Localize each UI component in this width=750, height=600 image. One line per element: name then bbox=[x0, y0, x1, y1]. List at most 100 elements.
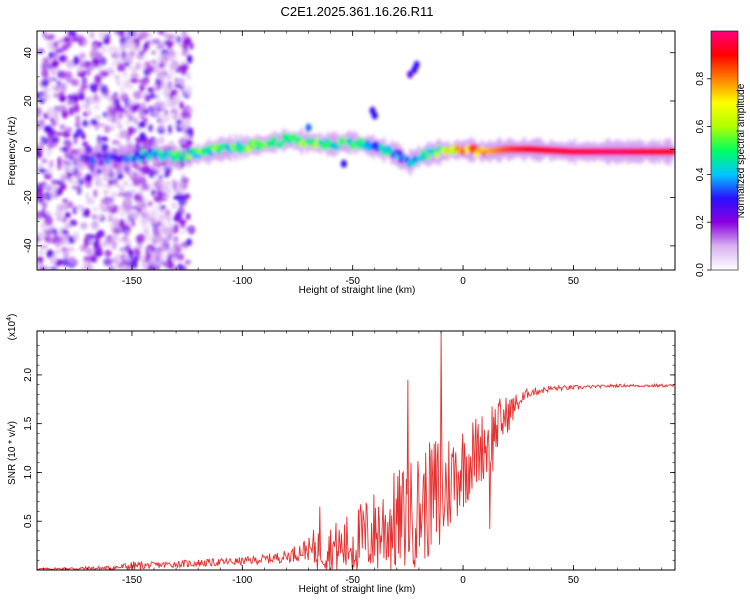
spectrogram-noise-point bbox=[50, 84, 56, 92]
spectrogram-y-tick-label: -20 bbox=[23, 190, 34, 205]
spectrogram-content bbox=[37, 31, 675, 270]
spectrogram-noise-point bbox=[64, 149, 69, 159]
spectrogram-noise-point bbox=[45, 210, 51, 216]
spectrogram-x-tick-label: 50 bbox=[568, 276, 580, 287]
spectrogram-ridge-point bbox=[182, 154, 188, 162]
spectrogram-noise-point bbox=[186, 238, 193, 246]
spectrogram-noise-point bbox=[123, 208, 129, 215]
spectrogram-ridge-point bbox=[207, 149, 214, 157]
spectrogram-noise-point bbox=[140, 165, 150, 175]
spectrogram-noise-point bbox=[102, 242, 110, 247]
spectrogram-ridge-point bbox=[233, 145, 239, 152]
snr-y-tick-label: 0.5 bbox=[23, 514, 34, 528]
spectrogram-noise-point bbox=[127, 126, 133, 136]
spectrogram-noise-point bbox=[73, 171, 83, 179]
spectrogram-noise-point bbox=[68, 166, 74, 172]
snr-x-tick-label: 50 bbox=[568, 575, 580, 586]
spectrogram-noise-point bbox=[96, 134, 102, 145]
colorbar-frame bbox=[710, 30, 739, 271]
spectrogram-noise-point bbox=[57, 156, 62, 167]
spectrogram-noise-point bbox=[167, 218, 172, 225]
spectrogram-noise-point bbox=[153, 191, 158, 196]
spectrogram-y-tick-label: 40 bbox=[23, 47, 34, 59]
spectrogram-noise-point bbox=[43, 93, 51, 101]
spectrogram-noise-point bbox=[166, 188, 171, 193]
spectrogram-noise-point bbox=[59, 83, 66, 91]
spectrogram-noise-point bbox=[156, 234, 161, 241]
spectrogram-noise-point bbox=[128, 85, 134, 90]
spectrogram-noise-point bbox=[135, 197, 144, 203]
spectrogram-noise-point bbox=[158, 137, 165, 144]
spectrogram-y-tick-label: 20 bbox=[23, 95, 34, 107]
spectrogram-noise-point bbox=[63, 159, 68, 165]
spectrogram-noise-point bbox=[185, 213, 191, 220]
spectrogram-noise-point bbox=[112, 232, 119, 239]
snr-x-label: Height of straight line (km) bbox=[299, 584, 416, 595]
spectrogram-noise-point bbox=[75, 178, 85, 186]
spectrogram-noise-point bbox=[37, 256, 44, 263]
spectrogram-noise-point bbox=[146, 65, 155, 74]
spectrogram-noise-point bbox=[51, 188, 56, 198]
spectrogram-noise-point bbox=[47, 250, 54, 257]
spectrogram-noise-point bbox=[93, 189, 98, 198]
spectrogram-noise-point bbox=[37, 263, 41, 269]
spectrogram-noise-point bbox=[108, 69, 115, 76]
spectrogram-noise-point bbox=[175, 93, 183, 101]
spectrogram-noise-point bbox=[109, 265, 115, 270]
spectrogram-noise-point bbox=[142, 79, 149, 87]
spectrogram-noise-point bbox=[44, 34, 53, 41]
spectrogram-noise-point bbox=[61, 232, 67, 239]
spectrogram-noise-point bbox=[109, 108, 117, 116]
spectrogram-noise-point bbox=[140, 102, 146, 110]
spectrogram-noise-point bbox=[112, 217, 118, 223]
spectrogram-noise-point bbox=[111, 61, 118, 66]
spectrogram-noise-point bbox=[62, 198, 69, 204]
spectrogram-x-tick-label: -100 bbox=[232, 276, 252, 287]
spectrogram-noise-point bbox=[172, 62, 178, 67]
spectrogram-noise-point bbox=[183, 133, 190, 139]
snr-x-tick-label: -150 bbox=[122, 575, 142, 586]
spectrogram-noise-point bbox=[138, 121, 146, 128]
spectrogram-noise-point bbox=[115, 116, 121, 121]
spectrogram-ridge-point bbox=[235, 140, 241, 148]
spectrogram-noise-point bbox=[114, 31, 120, 35]
spectrogram-noise-point bbox=[167, 55, 172, 60]
spectrogram-noise-point bbox=[157, 115, 164, 122]
spectrogram-noise-point bbox=[147, 86, 155, 93]
spectrogram-noise-point bbox=[53, 112, 59, 119]
spectrogram-noise-point bbox=[77, 93, 85, 101]
spectrogram-panel: -150 -100 -50 0 50 -40 -20 0 20 40 Height of str… bbox=[7, 30, 676, 296]
snr-frame bbox=[36, 330, 676, 571]
spectrogram-noise-point bbox=[60, 175, 68, 181]
spectrogram-noise-point bbox=[158, 241, 165, 246]
spectrogram-noise-point bbox=[101, 197, 110, 205]
spectrogram-noise-point bbox=[40, 79, 50, 88]
spectrogram-noise-point bbox=[153, 66, 158, 70]
spectrogram-noise-point bbox=[166, 40, 173, 50]
spectrogram-noise-point bbox=[140, 254, 146, 262]
spectrogram-noise-point bbox=[149, 250, 157, 259]
spectrogram-noise-point bbox=[115, 133, 121, 139]
spectrogram-noise-point bbox=[73, 103, 81, 113]
spectrogram-noise-point bbox=[163, 261, 168, 269]
spectrogram-noise-point bbox=[137, 107, 144, 115]
spectrogram-frame bbox=[36, 30, 676, 271]
spectrogram-noise-point bbox=[164, 208, 169, 214]
spectrogram-noise-point bbox=[100, 57, 107, 66]
spectrogram-noise-point bbox=[109, 192, 116, 198]
spectrogram-noise-point bbox=[44, 216, 53, 226]
spectrogram-ridge-point bbox=[90, 158, 96, 165]
spectrogram-noise-point bbox=[157, 215, 162, 222]
spectrogram-noise-point bbox=[114, 183, 120, 187]
spectrogram-noise-point bbox=[164, 132, 171, 137]
spectrogram-noise-point bbox=[99, 183, 108, 188]
spectrogram-noise-point bbox=[127, 66, 132, 70]
spectrogram-noise-point bbox=[89, 50, 97, 59]
spectrogram-noise-point bbox=[116, 110, 122, 118]
spectrogram-noise-point bbox=[61, 258, 70, 267]
spectrogram-noise-point bbox=[135, 62, 142, 70]
spectrogram-noise-point bbox=[127, 256, 133, 263]
spectrogram-noise-point bbox=[93, 103, 101, 111]
spectrogram-noise-point bbox=[165, 98, 170, 104]
spectrogram-noise-point bbox=[65, 127, 73, 133]
